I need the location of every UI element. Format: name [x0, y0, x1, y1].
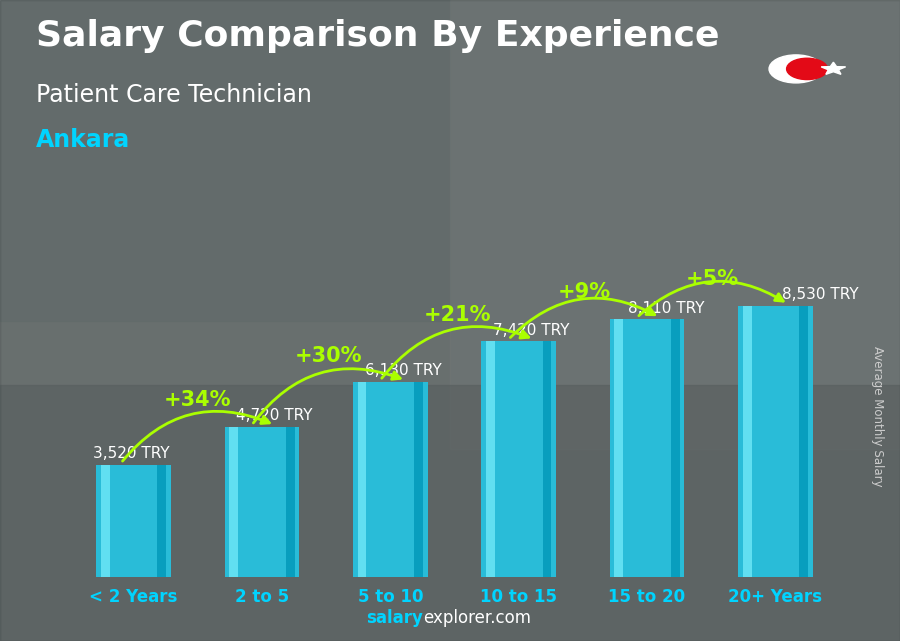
Text: Patient Care Technician: Patient Care Technician	[36, 83, 312, 107]
Bar	[543, 342, 552, 577]
Bar	[615, 319, 623, 577]
Text: +34%: +34%	[164, 390, 231, 410]
Text: 6,130 TRY: 6,130 TRY	[364, 363, 441, 378]
Bar	[450, 0, 900, 449]
Text: 8,110 TRY: 8,110 TRY	[628, 301, 705, 315]
Text: Average Monthly Salary: Average Monthly Salary	[871, 346, 884, 487]
Text: 8,530 TRY: 8,530 TRY	[782, 287, 859, 303]
Circle shape	[787, 58, 828, 79]
Bar	[230, 427, 238, 577]
Bar	[610, 319, 684, 577]
Bar	[225, 427, 299, 577]
Text: 7,420 TRY: 7,420 TRY	[493, 322, 570, 338]
Text: 3,520 TRY: 3,520 TRY	[93, 446, 169, 462]
Bar	[486, 342, 495, 577]
Bar	[738, 306, 813, 577]
Bar	[353, 382, 428, 577]
Bar	[742, 306, 752, 577]
Bar	[0, 0, 450, 320]
Bar	[0, 385, 900, 641]
Bar	[101, 465, 110, 577]
Bar	[286, 427, 294, 577]
Text: +5%: +5%	[686, 269, 739, 288]
Bar	[158, 465, 166, 577]
Bar	[357, 382, 366, 577]
Text: +21%: +21%	[423, 304, 491, 324]
Bar	[414, 382, 423, 577]
Bar	[670, 319, 680, 577]
Text: 4,720 TRY: 4,720 TRY	[237, 408, 313, 423]
Text: Ankara: Ankara	[36, 128, 130, 152]
Polygon shape	[821, 62, 846, 74]
Bar	[799, 306, 808, 577]
Text: +9%: +9%	[558, 283, 611, 303]
Text: +30%: +30%	[295, 345, 363, 365]
Bar	[96, 465, 171, 577]
Text: Salary Comparison By Experience: Salary Comparison By Experience	[36, 19, 719, 53]
Circle shape	[769, 55, 823, 83]
Bar	[482, 342, 556, 577]
Text: explorer.com: explorer.com	[423, 609, 531, 627]
Text: salary: salary	[366, 609, 423, 627]
